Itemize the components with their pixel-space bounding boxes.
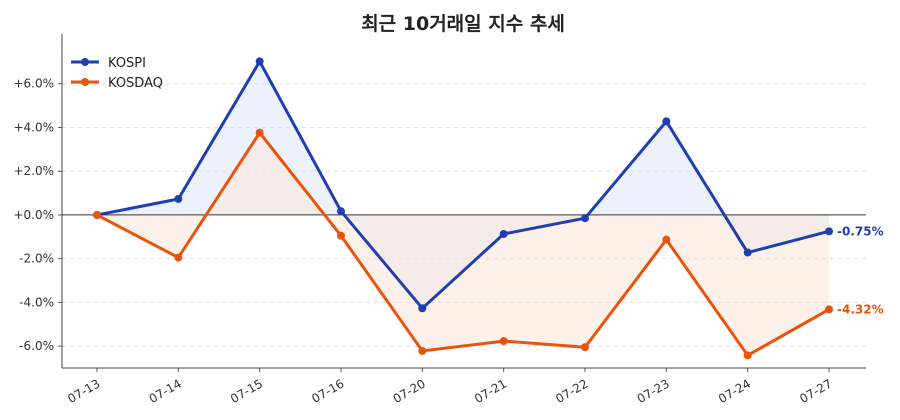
x-tick-label: 07-21 <box>472 376 509 406</box>
data-point-kospi <box>499 229 508 238</box>
data-point-kosdaq <box>174 253 183 262</box>
data-point-kospi <box>662 117 671 126</box>
x-tick-label: 07-22 <box>553 376 590 406</box>
end-value-label-kosdaq: -4.32% <box>837 302 884 316</box>
x-tick-label: 07-27 <box>797 376 834 406</box>
data-point-kosdaq <box>662 235 671 244</box>
data-point-kosdaq <box>418 346 427 355</box>
x-tick-label: 07-24 <box>716 376 753 406</box>
data-point-kospi <box>581 214 589 223</box>
data-point-kosdaq <box>581 343 589 352</box>
axes <box>58 34 866 372</box>
data-point-kosdaq <box>337 231 345 240</box>
y-tick-label: +2.0% <box>13 164 54 178</box>
y-tick-label: -6.0% <box>19 339 54 353</box>
area-fills <box>97 61 829 356</box>
y-tick-label: +0.0% <box>13 208 54 222</box>
data-point-kosdaq <box>825 305 833 314</box>
legend-marker-kosdaq <box>81 78 89 86</box>
legend-marker-kospi <box>81 58 89 66</box>
data-point-kospi <box>174 194 183 203</box>
series-line-kosdaq <box>95 131 831 357</box>
y-tick-label: +6.0% <box>13 77 54 91</box>
y-tick-label: -4.0% <box>19 295 54 309</box>
data-point-kospi <box>743 248 752 257</box>
legend: KOSPI KOSDAQ <box>71 56 163 91</box>
series-lines <box>93 57 833 360</box>
x-tick-label: 07-13 <box>65 376 102 406</box>
data-point-kospi <box>337 207 345 216</box>
chart-title: 최근 10거래일 지수 추세 <box>361 13 565 35</box>
y-tick-label: -2.0% <box>19 252 54 266</box>
data-point-kosdaq <box>743 351 752 360</box>
area-fill-kospi <box>97 61 829 309</box>
x-tick-label: 07-15 <box>228 376 265 406</box>
series-line-kospi <box>95 59 831 310</box>
x-tick-label: 07-14 <box>147 376 184 406</box>
x-tick-label: 07-23 <box>635 376 672 406</box>
data-point-kosdaq <box>93 210 101 219</box>
data-point-kospi <box>825 227 833 236</box>
legend-label-kosdaq: KOSDAQ <box>108 76 163 91</box>
data-point-kospi <box>418 304 427 313</box>
legend-label-kospi: KOSPI <box>108 56 146 71</box>
data-point-kospi <box>255 57 264 66</box>
data-point-kosdaq <box>499 337 508 346</box>
x-tick-label: 07-16 <box>309 376 346 406</box>
data-point-kosdaq <box>255 128 264 137</box>
y-tick-label: +4.0% <box>13 120 54 134</box>
end-value-label-kospi: -0.75% <box>837 224 884 238</box>
area-fill-kosdaq <box>97 132 829 356</box>
x-tick-label: 07-20 <box>391 376 428 406</box>
